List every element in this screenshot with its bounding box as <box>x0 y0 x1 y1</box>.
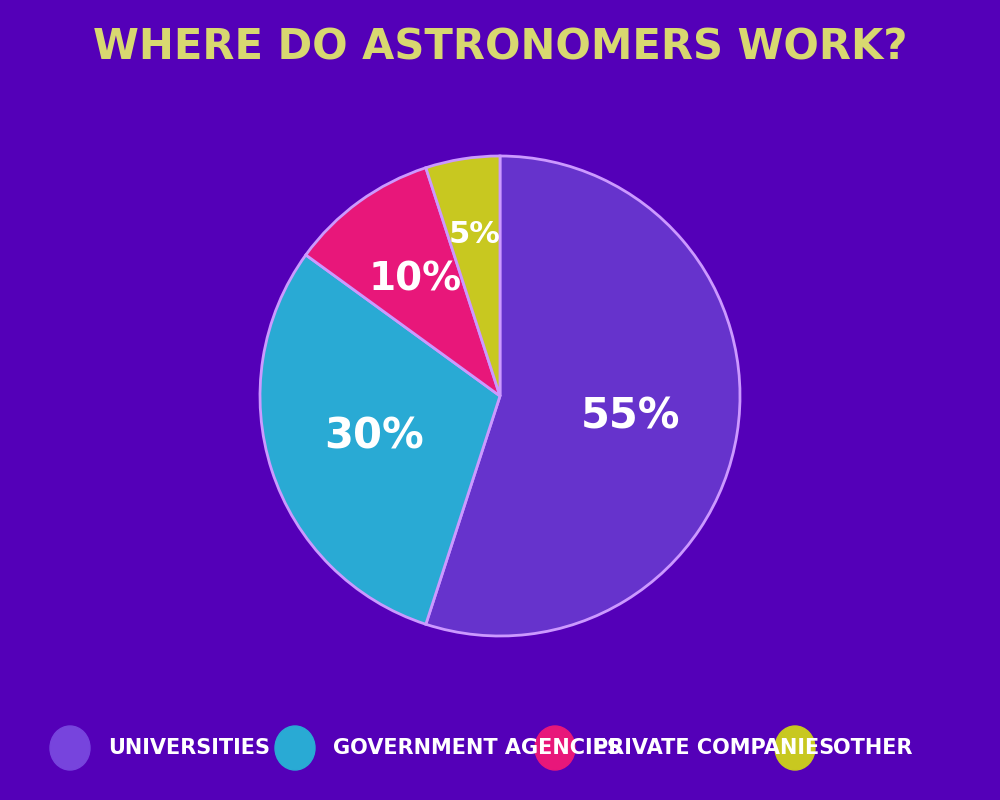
Ellipse shape <box>196 197 804 635</box>
Ellipse shape <box>47 90 953 742</box>
Ellipse shape <box>114 138 886 694</box>
Ellipse shape <box>64 102 936 730</box>
Ellipse shape <box>313 281 687 551</box>
Ellipse shape <box>97 126 903 706</box>
Ellipse shape <box>279 257 721 575</box>
Text: 55%: 55% <box>581 396 680 438</box>
Ellipse shape <box>0 30 1000 800</box>
Wedge shape <box>426 156 740 636</box>
Ellipse shape <box>14 66 986 766</box>
Ellipse shape <box>263 245 737 587</box>
Text: 10%: 10% <box>369 261 462 298</box>
Ellipse shape <box>0 18 1000 800</box>
Ellipse shape <box>80 114 920 718</box>
Text: GOVERNMENT AGENCIES: GOVERNMENT AGENCIES <box>333 738 622 758</box>
Ellipse shape <box>296 269 704 563</box>
Wedge shape <box>306 168 500 396</box>
Ellipse shape <box>163 174 837 658</box>
Ellipse shape <box>0 54 1000 778</box>
Ellipse shape <box>130 150 870 682</box>
Text: 5%: 5% <box>449 220 500 250</box>
Ellipse shape <box>147 162 853 670</box>
Ellipse shape <box>31 78 969 754</box>
Ellipse shape <box>246 233 754 599</box>
Ellipse shape <box>445 376 555 456</box>
Ellipse shape <box>396 341 604 491</box>
Ellipse shape <box>362 317 638 515</box>
Text: 30%: 30% <box>325 416 424 458</box>
Text: UNIVERSITIES: UNIVERSITIES <box>108 738 270 758</box>
Text: WHERE DO ASTRONOMERS WORK?: WHERE DO ASTRONOMERS WORK? <box>93 27 907 69</box>
Ellipse shape <box>0 42 1000 790</box>
Ellipse shape <box>180 186 820 646</box>
Ellipse shape <box>379 329 621 503</box>
Ellipse shape <box>230 221 770 611</box>
Ellipse shape <box>346 305 654 527</box>
Text: OTHER: OTHER <box>833 738 913 758</box>
Ellipse shape <box>0 6 1000 800</box>
Ellipse shape <box>429 364 571 468</box>
Wedge shape <box>260 255 500 624</box>
Ellipse shape <box>462 388 538 444</box>
Wedge shape <box>426 156 500 396</box>
Ellipse shape <box>478 400 522 432</box>
Ellipse shape <box>495 412 505 420</box>
Ellipse shape <box>412 352 588 480</box>
Text: PRIVATE COMPANIES: PRIVATE COMPANIES <box>593 738 834 758</box>
Ellipse shape <box>329 293 671 539</box>
Ellipse shape <box>213 209 787 623</box>
